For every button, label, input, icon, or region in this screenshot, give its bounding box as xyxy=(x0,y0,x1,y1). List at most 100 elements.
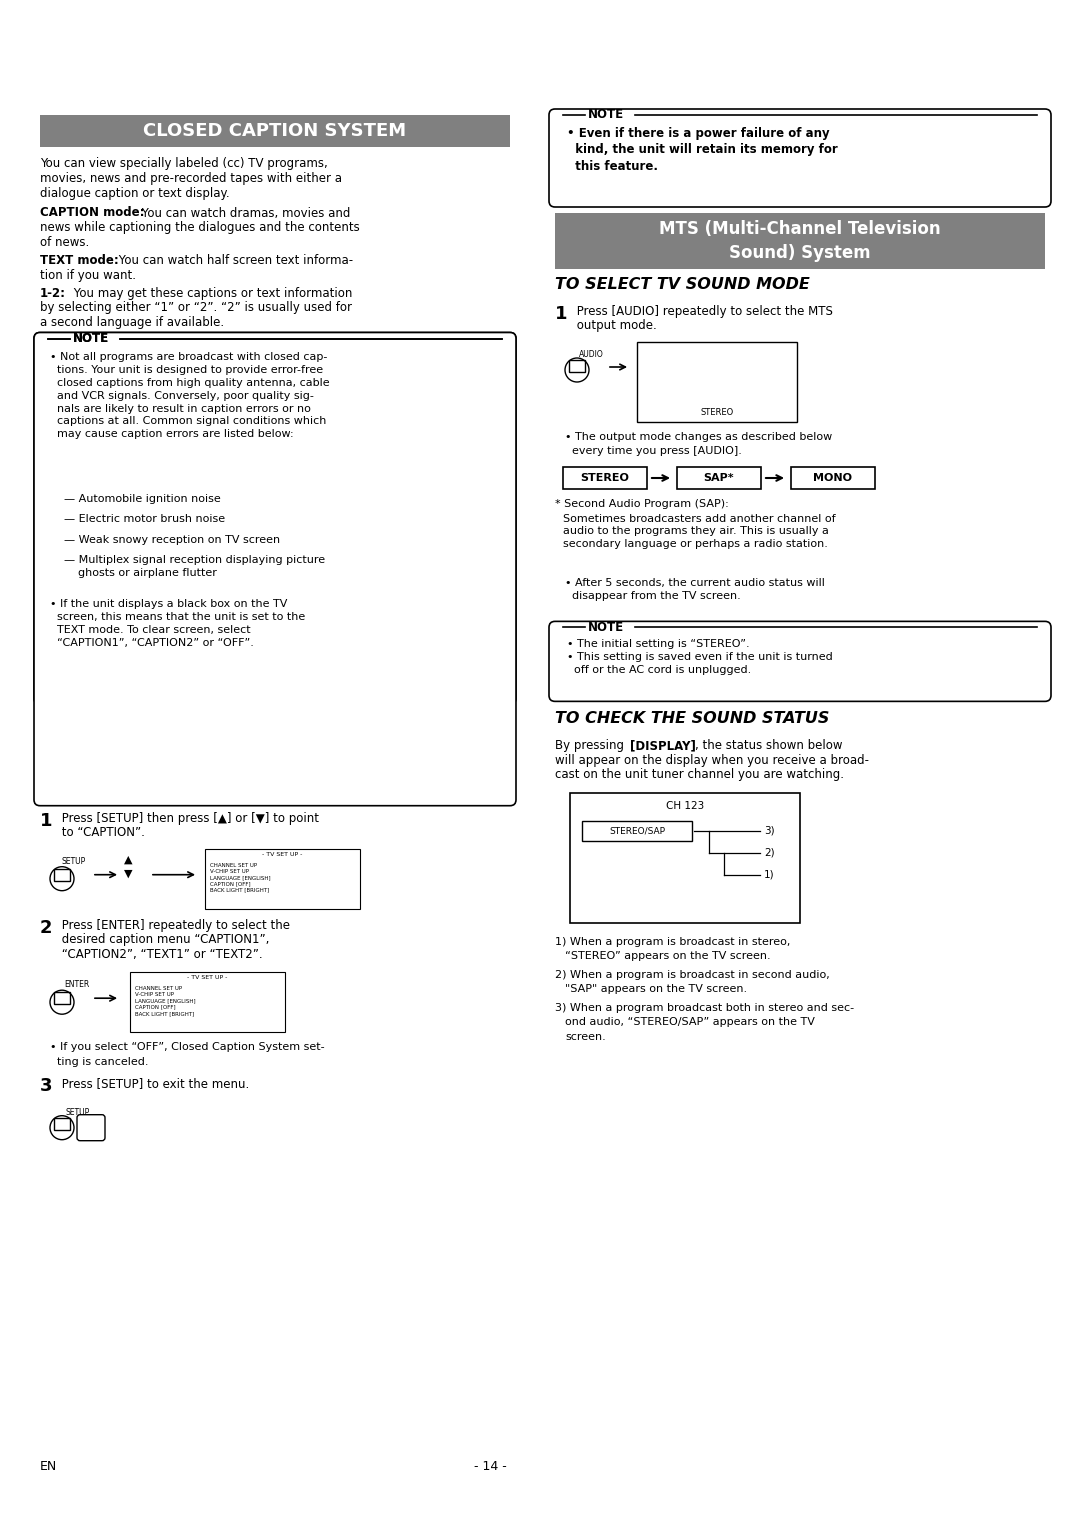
Text: “STEREO” appears on the TV screen.: “STEREO” appears on the TV screen. xyxy=(565,952,771,961)
Text: EN: EN xyxy=(40,1459,57,1473)
Text: 3) When a program broadcast both in stereo and sec-: 3) When a program broadcast both in ster… xyxy=(555,1002,854,1013)
Text: 1): 1) xyxy=(764,869,774,880)
Bar xyxy=(54,992,70,1004)
Text: Sometimes broadcasters add another channel of
audio to the programs they air. Th: Sometimes broadcasters add another chann… xyxy=(563,513,836,549)
Text: SETUP: SETUP xyxy=(62,857,86,866)
Text: 1-2:: 1-2: xyxy=(40,287,66,299)
FancyBboxPatch shape xyxy=(33,333,516,805)
Text: Press [SETUP] then press [▲] or [▼] to point: Press [SETUP] then press [▲] or [▼] to p… xyxy=(58,811,319,825)
Text: 2): 2) xyxy=(764,848,774,857)
Text: You may get these captions or text information: You may get these captions or text infor… xyxy=(70,287,352,299)
Text: You can watch half screen text informa-: You can watch half screen text informa- xyxy=(114,254,353,267)
Text: will appear on the display when you receive a broad-: will appear on the display when you rece… xyxy=(555,753,869,767)
Text: every time you press [AUDIO].: every time you press [AUDIO]. xyxy=(565,446,742,457)
FancyBboxPatch shape xyxy=(91,681,279,790)
Text: desired caption menu “CAPTION1”,: desired caption menu “CAPTION1”, xyxy=(58,934,269,946)
FancyBboxPatch shape xyxy=(549,622,1051,701)
Text: TO CHECK THE SOUND STATUS: TO CHECK THE SOUND STATUS xyxy=(555,712,829,726)
Text: CLOSED CAPTION SYSTEM: CLOSED CAPTION SYSTEM xyxy=(144,122,406,141)
Bar xyxy=(582,821,692,840)
Text: STEREO/SAP: STEREO/SAP xyxy=(609,827,665,836)
Text: CAPTION mode:: CAPTION mode: xyxy=(40,206,145,220)
Bar xyxy=(40,115,510,147)
Text: 1: 1 xyxy=(555,306,567,322)
Text: NOTE: NOTE xyxy=(588,108,624,122)
Text: , the status shown below: , the status shown below xyxy=(696,740,842,752)
Text: ▲: ▲ xyxy=(124,854,132,865)
Bar xyxy=(54,1117,70,1129)
Text: ting is canceled.: ting is canceled. xyxy=(50,1057,149,1067)
Text: • Even if there is a power failure of any
  kind, the unit will retain its memor: • Even if there is a power failure of an… xyxy=(567,127,838,173)
Text: • The output mode changes as described below: • The output mode changes as described b… xyxy=(565,432,833,442)
Text: by selecting either “1” or “2”. “2” is usually used for: by selecting either “1” or “2”. “2” is u… xyxy=(40,301,352,315)
Bar xyxy=(563,468,647,489)
Text: * Second Audio Program (SAP):: * Second Audio Program (SAP): xyxy=(555,500,729,509)
Text: - TV SET UP -: - TV SET UP - xyxy=(187,975,228,979)
Text: CHANNEL SET UP
V-CHIP SET UP
LANGUAGE [ENGLISH]
CAPTION [OFF]
BACK LIGHT [BRIGHT: CHANNEL SET UP V-CHIP SET UP LANGUAGE [E… xyxy=(210,863,271,892)
Text: TO SELECT TV SOUND MODE: TO SELECT TV SOUND MODE xyxy=(555,277,810,292)
Text: cast on the unit tuner channel you are watching.: cast on the unit tuner channel you are w… xyxy=(555,769,843,781)
Text: CHANNEL SET UP
V-CHIP SET UP
LANGUAGE [ENGLISH]
CAPTION [OFF]
BACK LIGHT [BRIGHT: CHANNEL SET UP V-CHIP SET UP LANGUAGE [E… xyxy=(135,986,195,1016)
Text: — Multiplex signal reception displaying picture
        ghosts or airplane flutt: — Multiplex signal reception displaying … xyxy=(50,555,325,578)
Text: TEXT mode:: TEXT mode: xyxy=(40,254,119,267)
Text: • After 5 seconds, the current audio status will
  disappear from the TV screen.: • After 5 seconds, the current audio sta… xyxy=(565,578,825,601)
Text: 3): 3) xyxy=(764,825,774,836)
Text: 2: 2 xyxy=(40,918,53,937)
Text: of news.: of news. xyxy=(40,235,90,249)
Bar xyxy=(205,848,360,909)
Text: MTS (Multi-Channel Television
Sound) System: MTS (Multi-Channel Television Sound) Sys… xyxy=(659,220,941,263)
Text: • Not all programs are broadcast with closed cap-
  tions. Your unit is designed: • Not all programs are broadcast with cl… xyxy=(50,353,329,440)
Text: • If you select “OFF”, Closed Caption System set-: • If you select “OFF”, Closed Caption Sy… xyxy=(50,1042,325,1053)
Text: to “CAPTION”.: to “CAPTION”. xyxy=(58,827,145,839)
Bar xyxy=(38,336,512,802)
Text: output mode.: output mode. xyxy=(573,319,657,333)
FancyBboxPatch shape xyxy=(549,108,1051,206)
Text: 1: 1 xyxy=(40,811,53,830)
Text: “CAPTION2”, “TEXT1” or “TEXT2”.: “CAPTION2”, “TEXT1” or “TEXT2”. xyxy=(58,947,262,961)
Text: NOTE: NOTE xyxy=(73,332,109,345)
Text: news while captioning the dialogues and the contents: news while captioning the dialogues and … xyxy=(40,222,360,234)
Text: NOTE: NOTE xyxy=(73,332,109,345)
Text: ond audio, “STEREO/SAP” appears on the TV: ond audio, “STEREO/SAP” appears on the T… xyxy=(565,1018,815,1027)
Text: • If the unit displays a black box on the TV
  screen, this means that the unit : • If the unit displays a black box on th… xyxy=(50,599,306,648)
Text: MONO: MONO xyxy=(813,474,852,483)
Text: 2) When a program is broadcast in second audio,: 2) When a program is broadcast in second… xyxy=(555,970,829,979)
Text: "SAP" appears on the TV screen.: "SAP" appears on the TV screen. xyxy=(565,984,747,995)
FancyBboxPatch shape xyxy=(33,333,516,704)
Text: Press [SETUP] to exit the menu.: Press [SETUP] to exit the menu. xyxy=(58,1077,249,1089)
Text: 3: 3 xyxy=(40,1077,53,1096)
Bar xyxy=(791,468,875,489)
Text: • The initial setting is “STEREO”.
• This setting is saved even if the unit is t: • The initial setting is “STEREO”. • Thi… xyxy=(567,639,833,675)
Text: a second language if available.: a second language if available. xyxy=(40,316,225,329)
Bar xyxy=(569,361,585,371)
Text: ▼: ▼ xyxy=(124,869,132,879)
Text: You can watch dramas, movies and: You can watch dramas, movies and xyxy=(138,206,350,220)
Bar xyxy=(555,212,1045,269)
Text: SETUP: SETUP xyxy=(66,1108,91,1117)
Text: — Electric motor brush noise: — Electric motor brush noise xyxy=(50,513,225,524)
Text: [DISPLAY]: [DISPLAY] xyxy=(630,740,696,752)
Bar xyxy=(114,735,255,772)
Text: NOTE: NOTE xyxy=(588,620,624,634)
Bar xyxy=(130,972,285,1033)
Text: 1) When a program is broadcast in stereo,: 1) When a program is broadcast in stereo… xyxy=(555,937,791,947)
Bar xyxy=(677,468,761,489)
Bar xyxy=(570,793,800,923)
Text: — Automobile ignition noise: — Automobile ignition noise xyxy=(50,494,220,504)
Text: CH 123: CH 123 xyxy=(666,801,704,811)
Bar xyxy=(54,869,70,880)
FancyBboxPatch shape xyxy=(77,1115,105,1141)
Text: screen.: screen. xyxy=(565,1031,606,1042)
Text: AUDIO: AUDIO xyxy=(579,350,604,359)
Text: SAP*: SAP* xyxy=(704,474,734,483)
Text: ENTER: ENTER xyxy=(64,979,90,989)
Text: - TV SET UP -: - TV SET UP - xyxy=(262,851,302,857)
Text: — Weak snowy reception on TV screen: — Weak snowy reception on TV screen xyxy=(50,535,280,544)
Text: - 14 -: - 14 - xyxy=(474,1459,507,1473)
Text: tion if you want.: tion if you want. xyxy=(40,269,136,281)
Text: You can view specially labeled (cc) TV programs,
movies, news and pre-recorded t: You can view specially labeled (cc) TV p… xyxy=(40,157,342,200)
Text: Press [AUDIO] repeatedly to select the MTS: Press [AUDIO] repeatedly to select the M… xyxy=(573,306,833,318)
Bar xyxy=(637,342,797,422)
Text: STEREO: STEREO xyxy=(581,474,630,483)
Text: STEREO: STEREO xyxy=(700,408,733,417)
